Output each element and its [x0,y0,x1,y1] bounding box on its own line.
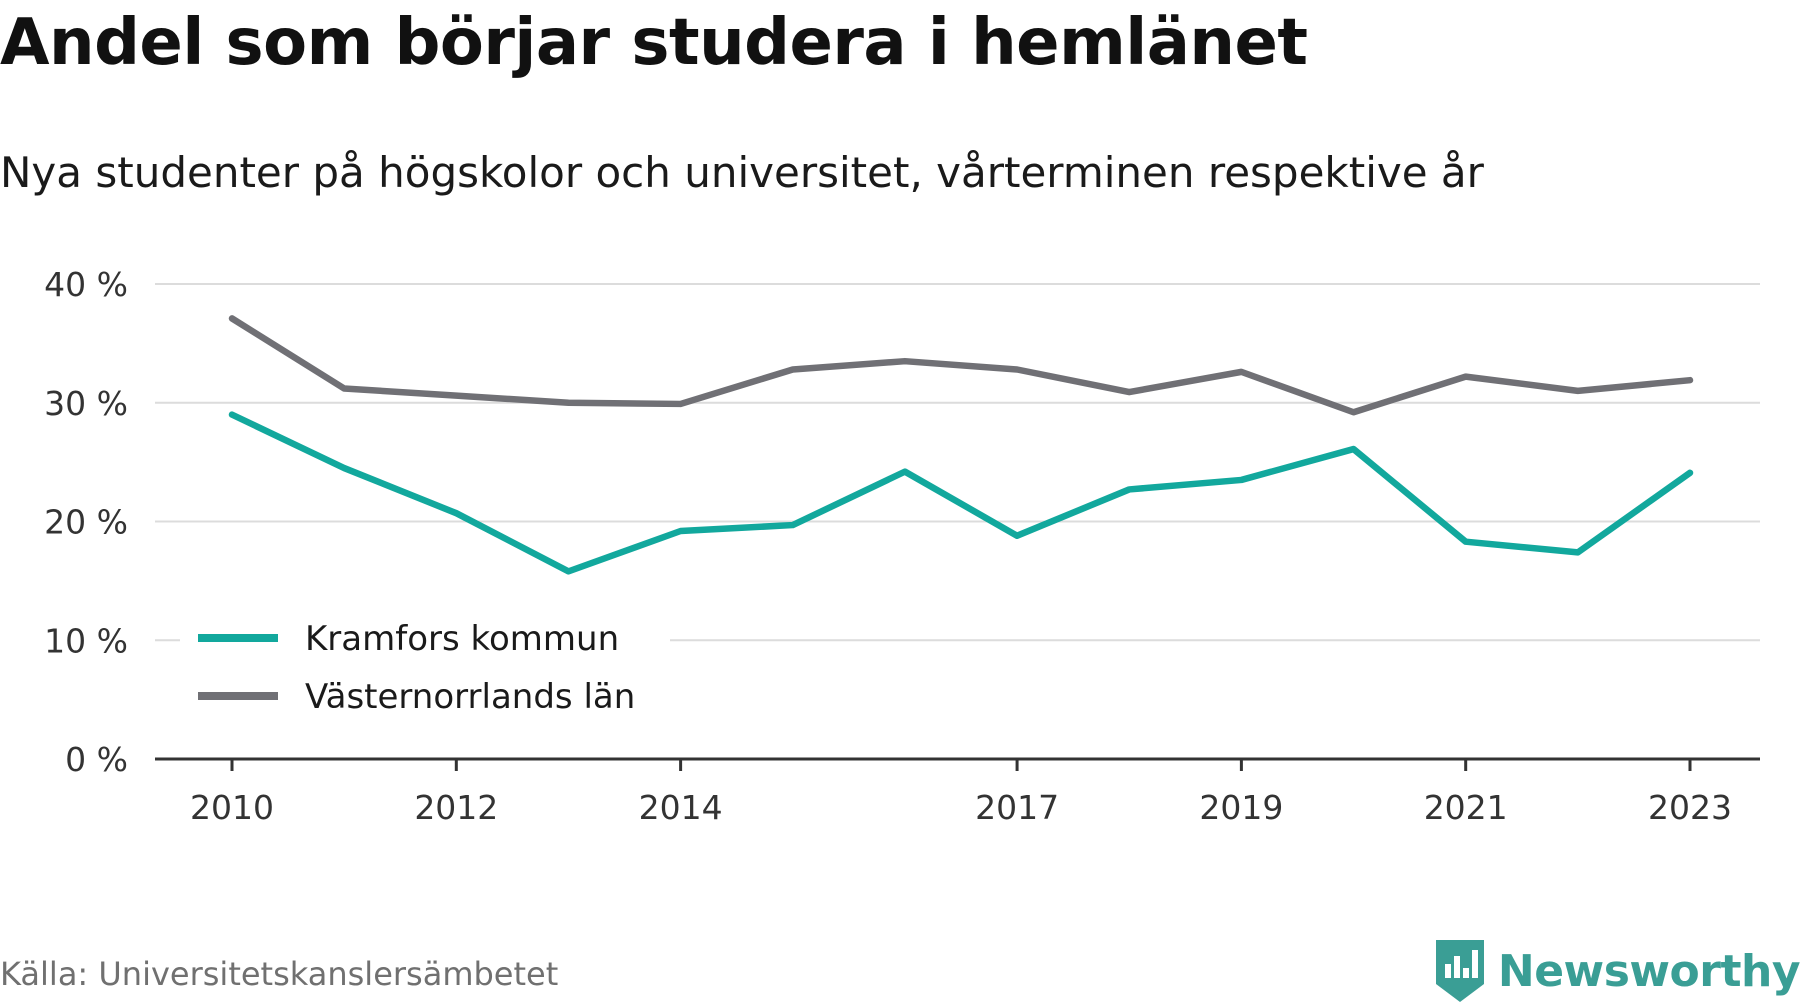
grid-lines [155,283,1760,642]
y-tick-label: 0 % [65,740,128,779]
x-tick-label: 2010 [190,788,274,827]
logo-text: Newsworthy [1497,945,1800,997]
x-axis: 2010 2012 2014 2017 2019 2021 2023 [155,757,1760,827]
y-tick-label: 40 % [44,265,128,304]
legend-background [180,602,670,734]
x-tick-label: 2017 [975,788,1059,827]
x-tick-label: 2023 [1648,788,1732,827]
source-note: Källa: Universitetskanslersämbetet [0,955,559,993]
legend-label: Västernorrlands län [305,677,635,717]
x-tick-label: 2012 [414,788,498,827]
chart-title: Andel som börjar studera i hemlänet [0,6,1308,80]
legend: Kramfors kommun Västernorrlands län [180,602,670,734]
series-line [228,315,1694,416]
y-tick-label: 10 % [44,621,128,660]
newsworthy-logo-icon [1435,940,1484,1002]
y-tick-label: 30 % [44,384,128,423]
x-tick-label: 2021 [1424,788,1508,827]
y-axis-ticks: 0 % 10 % 20 % 30 % 40 % [44,265,128,779]
series-lines [228,315,1694,575]
y-tick-label: 20 % [44,503,128,542]
x-tick-label: 2019 [1199,788,1283,827]
legend-label: Kramfors kommun [305,619,619,659]
x-tick-label: 2014 [639,788,723,827]
chart-subtitle: Nya studenter på högskolor och universit… [0,148,1484,197]
series-line [228,411,1694,575]
brand-logo: Newsworthy [1434,938,1800,1004]
